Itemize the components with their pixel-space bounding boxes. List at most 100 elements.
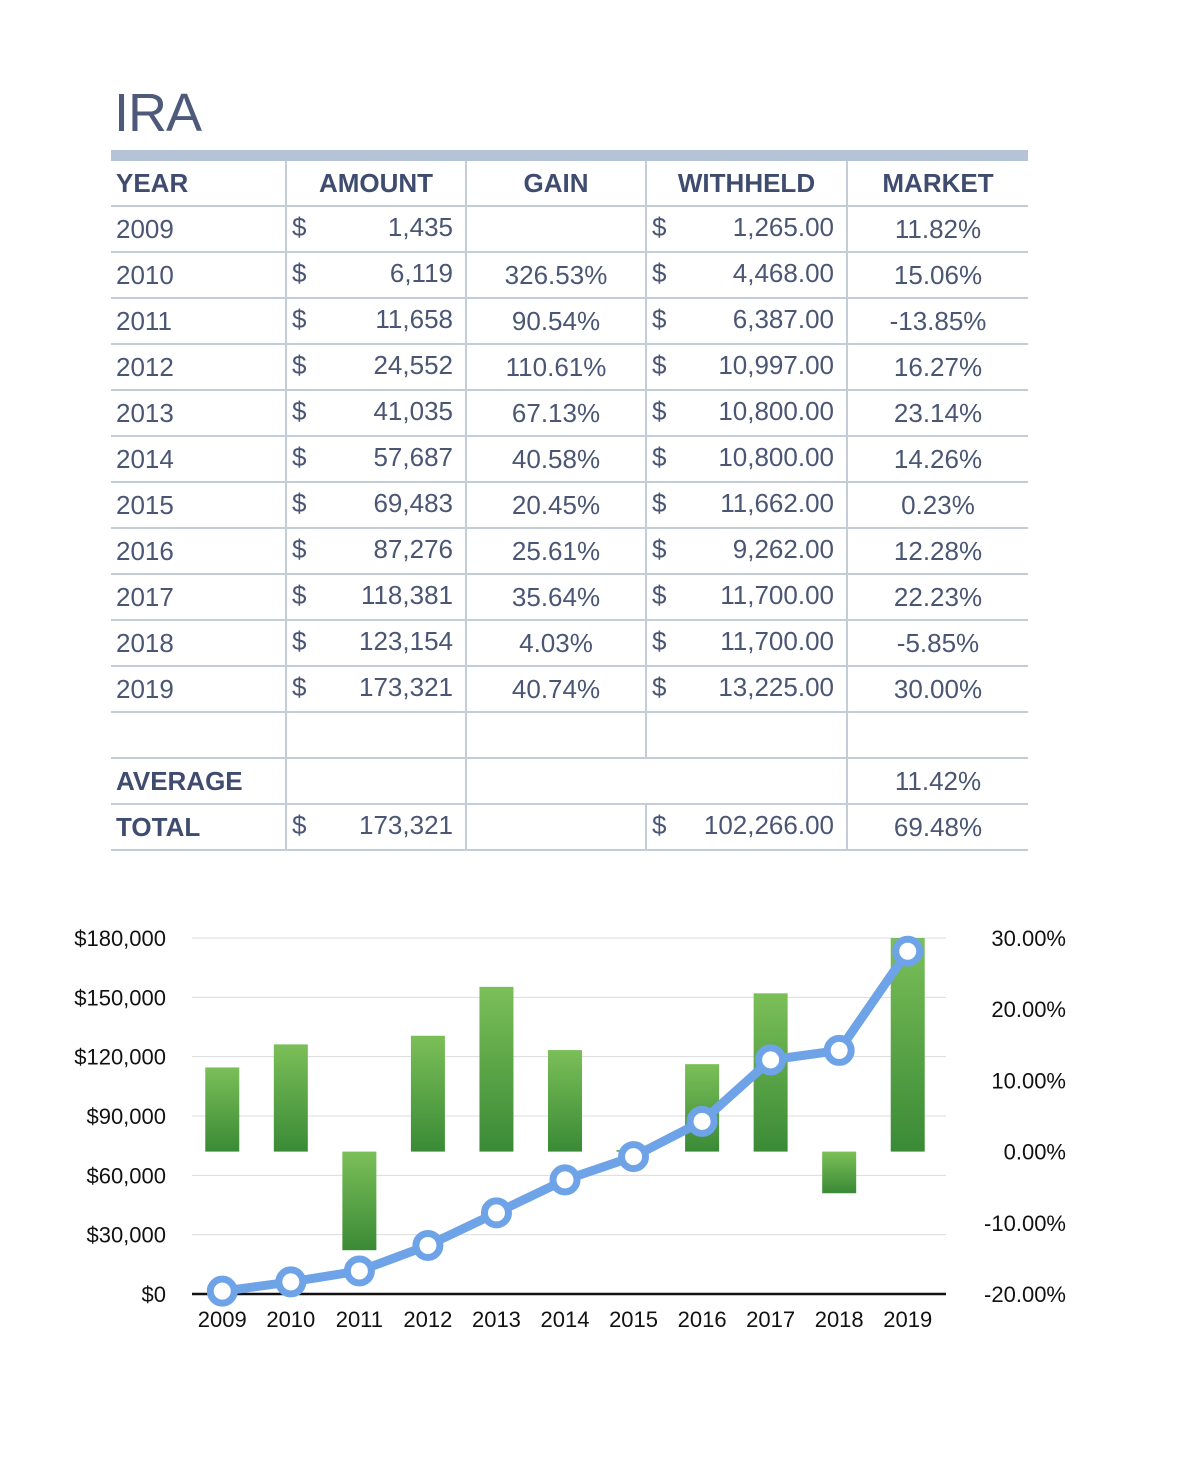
cell-amount: $ 1,435 (285, 206, 466, 253)
cell-withheld-value: 10,800.00 (718, 441, 834, 472)
total-withheld-currency: $ (652, 809, 667, 840)
cell-blank (285, 758, 466, 805)
header-withheld: WITHHELD (645, 161, 847, 207)
cell-amount-currency: $ (292, 257, 307, 288)
cell-withheld: $ 10,800.00 (645, 436, 847, 483)
table-row: 2011 $ 11,658 90.54% $ 6,387.00 -13.85% (111, 298, 1028, 345)
y-left-tick-label: $90,000 (86, 1104, 166, 1129)
cell-amount-value: 123,154 (359, 625, 453, 656)
table-row: 2013 $ 41,035 67.13% $ 10,800.00 23.14% (111, 390, 1028, 437)
cell-amount-value: 173,321 (359, 671, 453, 702)
cell-gain: 90.54% (465, 298, 646, 345)
header-year: YEAR (111, 161, 286, 207)
cell-withheld-value: 11,700.00 (720, 579, 834, 610)
y-left-tick-label: $120,000 (74, 1045, 166, 1070)
market-bar (342, 1151, 377, 1251)
cell-withheld-currency: $ (652, 211, 667, 242)
cell-amount-currency: $ (292, 625, 307, 656)
amount-point (618, 1141, 650, 1173)
x-tick-label: 2010 (266, 1307, 315, 1332)
table-row: 2019 $ 173,321 40.74% $ 13,225.00 30.00% (111, 666, 1028, 713)
table-top-bar (111, 150, 1028, 161)
market-bar (822, 1151, 857, 1194)
y-right-tick-label: -10.00% (984, 1211, 1066, 1236)
cell-withheld: $ 1,265.00 (645, 206, 847, 253)
total-withheld-value: 102,266.00 (703, 809, 834, 840)
cell-amount-currency: $ (292, 579, 307, 610)
cell-withheld: $ 6,387.00 (645, 298, 847, 345)
y-right-tick-label: 20.00% (991, 997, 1066, 1022)
total-amount-value: 173,321 (359, 809, 453, 840)
x-tick-label: 2018 (815, 1307, 864, 1332)
header-amount: AMOUNT (285, 161, 466, 207)
cell-market: 0.23% (846, 482, 1028, 529)
cell-amount: $ 6,119 (285, 252, 466, 299)
x-tick-label: 2016 (678, 1307, 727, 1332)
cell-amount: $ 11,658 (285, 298, 466, 345)
cell-withheld: $ 10,997.00 (645, 344, 847, 391)
total-amount-currency: $ (292, 809, 307, 840)
table-row: 2010 $ 6,119 326.53% $ 4,468.00 15.06% (111, 252, 1028, 299)
cell-amount: $ 118,381 (285, 574, 466, 621)
chart-svg: $0 $30,000 $60,000 $90,000 $120,000 $150,000 $… (74, 926, 1066, 1332)
ira-chart: $0 $30,000 $60,000 $90,000 $120,000 $150,000 $… (0, 900, 1182, 1360)
market-bar (548, 1050, 582, 1152)
x-tick-label: 2009 (198, 1307, 247, 1332)
amount-point (549, 1164, 581, 1196)
cell-amount: $ 41,035 (285, 390, 466, 437)
cell-amount-currency: $ (292, 533, 307, 564)
table-row: 2017 $ 118,381 35.64% $ 11,700.00 22.23% (111, 574, 1028, 621)
cell-withheld-value: 1,265.00 (732, 211, 834, 242)
cell-year: 2019 (111, 666, 286, 713)
cell-gain: 25.61% (465, 528, 646, 575)
x-tick-label: 2017 (746, 1307, 795, 1332)
cell-gain: 4.03% (465, 620, 646, 667)
cell-amount-value: 87,276 (373, 533, 453, 564)
table-row: 2012 $ 24,552 110.61% $ 10,997.00 16.27% (111, 344, 1028, 391)
cell-year: 2009 (111, 206, 286, 253)
amount-point (275, 1266, 307, 1298)
cell-amount-currency: $ (292, 211, 307, 242)
cell-year: 2014 (111, 436, 286, 483)
cell-blank (465, 758, 847, 805)
cell-blank (465, 712, 646, 759)
table-row: 2014 $ 57,687 40.58% $ 10,800.00 14.26% (111, 436, 1028, 483)
cell-year: 2017 (111, 574, 286, 621)
amount-point (206, 1275, 238, 1307)
cell-withheld-value: 11,662.00 (720, 487, 834, 518)
cell-market: 12.28% (846, 528, 1028, 575)
amount-point (892, 935, 924, 967)
cell-year: 2018 (111, 620, 286, 667)
table-row: 2018 $ 123,154 4.03% $ 11,700.00 -5.85% (111, 620, 1028, 667)
market-bar (205, 1067, 240, 1152)
y-right-tick-label: 0.00% (1004, 1140, 1066, 1165)
y-left-tick-label: $30,000 (86, 1223, 166, 1248)
cell-amount-currency: $ (292, 441, 307, 472)
cell-gain: 326.53% (465, 252, 646, 299)
cell-withheld: $ 11,662.00 (645, 482, 847, 529)
cell-withheld-currency: $ (652, 303, 667, 334)
amount-point (686, 1105, 718, 1137)
cell-withheld: $ 10,800.00 (645, 390, 847, 437)
cell-market: -5.85% (846, 620, 1028, 667)
cell-withheld: $ 11,700.00 (645, 620, 847, 667)
cell-blank (645, 712, 847, 759)
cell-withheld-currency: $ (652, 625, 667, 656)
x-tick-label: 2011 (336, 1307, 383, 1332)
cell-market: 11.82% (846, 206, 1028, 253)
cell-withheld-value: 6,387.00 (732, 303, 834, 334)
table-header-row: YEAR AMOUNT GAIN WITHHELD MARKET (111, 161, 1028, 207)
cell-market: 22.23% (846, 574, 1028, 621)
cell-amount-value: 24,552 (373, 349, 453, 380)
total-amount: $ 173,321 (285, 804, 466, 851)
cell-gain: 110.61% (465, 344, 646, 391)
cell-withheld-value: 13,225.00 (718, 671, 834, 702)
total-market: 69.48% (846, 804, 1028, 851)
cell-withheld: $ 9,262.00 (645, 528, 847, 575)
x-tick-label: 2013 (472, 1307, 521, 1332)
cell-amount-value: 11,658 (375, 303, 453, 334)
cell-gain (465, 206, 646, 253)
cell-withheld-value: 4,468.00 (732, 257, 834, 288)
market-bar (410, 1035, 445, 1152)
cell-gain: 67.13% (465, 390, 646, 437)
